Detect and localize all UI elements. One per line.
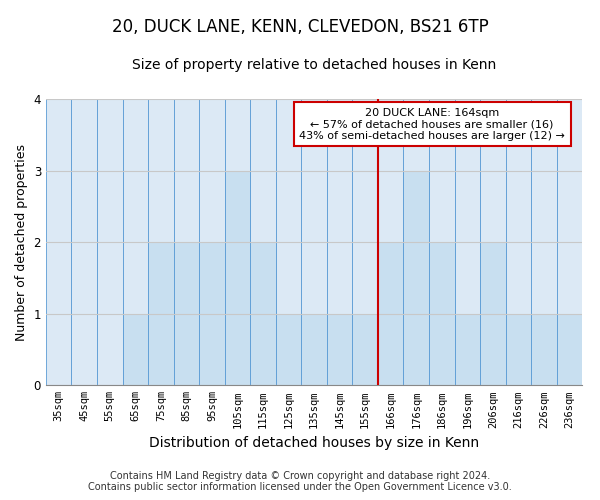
- Bar: [122, 314, 148, 386]
- Bar: [352, 314, 378, 386]
- Bar: [250, 99, 276, 386]
- Bar: [250, 242, 276, 386]
- Bar: [531, 314, 557, 386]
- Bar: [173, 242, 199, 386]
- Bar: [480, 99, 506, 386]
- Bar: [455, 314, 480, 386]
- Bar: [557, 314, 582, 386]
- Bar: [327, 314, 352, 386]
- Bar: [506, 99, 531, 386]
- Bar: [403, 170, 429, 386]
- Y-axis label: Number of detached properties: Number of detached properties: [15, 144, 28, 340]
- Text: Contains HM Land Registry data © Crown copyright and database right 2024.
Contai: Contains HM Land Registry data © Crown c…: [88, 471, 512, 492]
- Bar: [557, 99, 582, 386]
- Bar: [97, 99, 122, 386]
- Bar: [531, 99, 557, 386]
- Bar: [148, 99, 173, 386]
- Bar: [480, 242, 506, 386]
- Title: Size of property relative to detached houses in Kenn: Size of property relative to detached ho…: [132, 58, 496, 71]
- Bar: [276, 314, 301, 386]
- Bar: [199, 99, 224, 386]
- Bar: [46, 99, 71, 386]
- Text: 20, DUCK LANE, KENN, CLEVEDON, BS21 6TP: 20, DUCK LANE, KENN, CLEVEDON, BS21 6TP: [112, 18, 488, 36]
- Bar: [122, 99, 148, 386]
- Bar: [148, 242, 173, 386]
- Bar: [301, 314, 327, 386]
- Bar: [506, 314, 531, 386]
- Bar: [199, 242, 224, 386]
- Bar: [403, 99, 429, 386]
- Bar: [455, 99, 480, 386]
- Bar: [378, 99, 403, 386]
- Bar: [352, 99, 378, 386]
- Text: 20 DUCK LANE: 164sqm
← 57% of detached houses are smaller (16)
43% of semi-detac: 20 DUCK LANE: 164sqm ← 57% of detached h…: [299, 108, 565, 141]
- Bar: [224, 99, 250, 386]
- Bar: [378, 242, 403, 386]
- Bar: [429, 99, 455, 386]
- Bar: [71, 99, 97, 386]
- Bar: [429, 242, 455, 386]
- Bar: [173, 99, 199, 386]
- Bar: [327, 99, 352, 386]
- X-axis label: Distribution of detached houses by size in Kenn: Distribution of detached houses by size …: [149, 436, 479, 450]
- Bar: [276, 99, 301, 386]
- Bar: [301, 99, 327, 386]
- Bar: [224, 170, 250, 386]
